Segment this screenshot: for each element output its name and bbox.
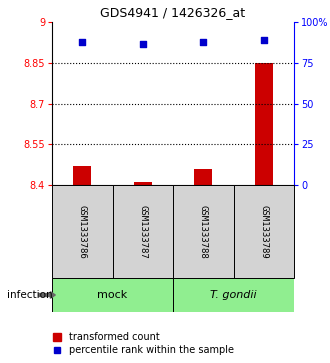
Point [140, 41, 146, 46]
Text: GSM1333786: GSM1333786 [78, 205, 87, 258]
Bar [134, 182, 152, 185]
Text: GSM1333789: GSM1333789 [259, 205, 268, 258]
Bar [194, 169, 212, 185]
Bar [173, 185, 234, 278]
Bar [255, 63, 273, 185]
Text: T. gondii: T. gondii [210, 290, 257, 300]
Legend: transformed count, percentile rank within the sample: transformed count, percentile rank withi… [50, 329, 237, 358]
Point [80, 40, 85, 45]
Bar [52, 185, 113, 278]
Text: GSM1333787: GSM1333787 [138, 205, 147, 258]
Bar [113, 185, 173, 278]
Point [261, 37, 266, 42]
Title: GDS4941 / 1426326_at: GDS4941 / 1426326_at [100, 7, 246, 20]
Bar [234, 185, 294, 278]
Text: infection: infection [7, 290, 52, 300]
Bar [52, 278, 173, 312]
Point [201, 40, 206, 45]
Bar [73, 166, 91, 185]
Text: mock: mock [97, 290, 128, 300]
Bar [173, 278, 294, 312]
Text: GSM1333788: GSM1333788 [199, 205, 208, 258]
